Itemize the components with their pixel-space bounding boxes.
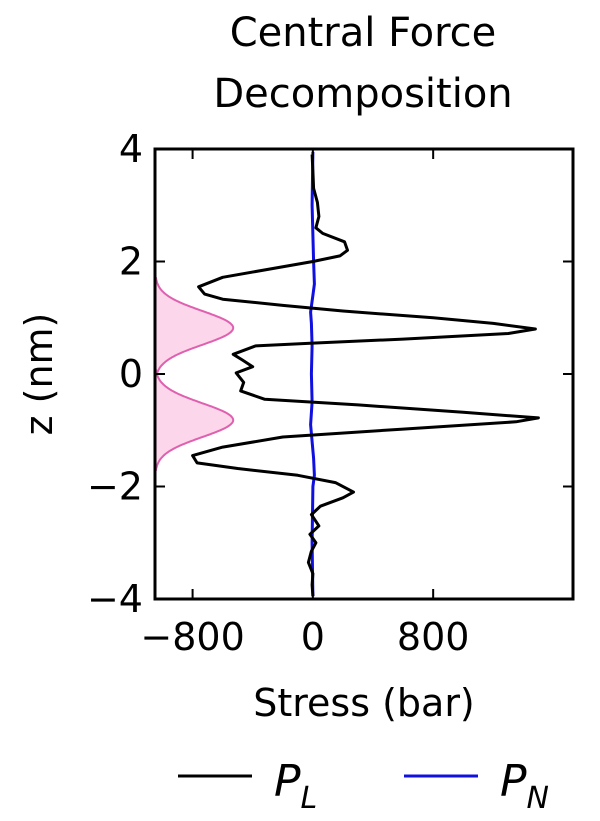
y-axis-label: z (nm) <box>17 313 61 436</box>
legend-label-pl: PL <box>274 756 317 816</box>
series-lines <box>191 151 540 597</box>
x-tick-label: 800 <box>397 615 470 659</box>
density-curve-1 <box>154 277 235 379</box>
y-tick-label: −2 <box>87 465 143 509</box>
y-tick-label: 4 <box>119 127 143 171</box>
y-tick-label: −4 <box>87 577 143 621</box>
chart-title-line-2: Decomposition <box>213 71 512 117</box>
legend-pn-name: P <box>500 756 527 807</box>
density-profiles <box>154 277 235 471</box>
legend-pl-subscript: L <box>301 781 318 816</box>
x-axis-label: Stress (bar) <box>253 681 475 725</box>
legend-pn-subscript: N <box>527 781 549 816</box>
density-fill-1 <box>155 277 234 379</box>
axis-ticks: −800 0 800 −4 −2 0 2 4 <box>87 127 573 659</box>
density-fill-2 <box>155 369 234 471</box>
series-line-p-l <box>191 154 540 597</box>
chart-title-line-1: Central Force <box>230 10 497 56</box>
legend: PL PN <box>178 756 549 816</box>
density-curve-2 <box>154 369 235 471</box>
x-tick-label: −800 <box>140 615 244 659</box>
x-tick-label: 0 <box>301 615 325 659</box>
legend-pl-name: P <box>274 756 301 807</box>
legend-label-pn: PN <box>500 756 549 816</box>
y-tick-label: 2 <box>119 240 143 284</box>
y-tick-label: 0 <box>119 352 143 396</box>
plot-frame <box>153 147 575 601</box>
